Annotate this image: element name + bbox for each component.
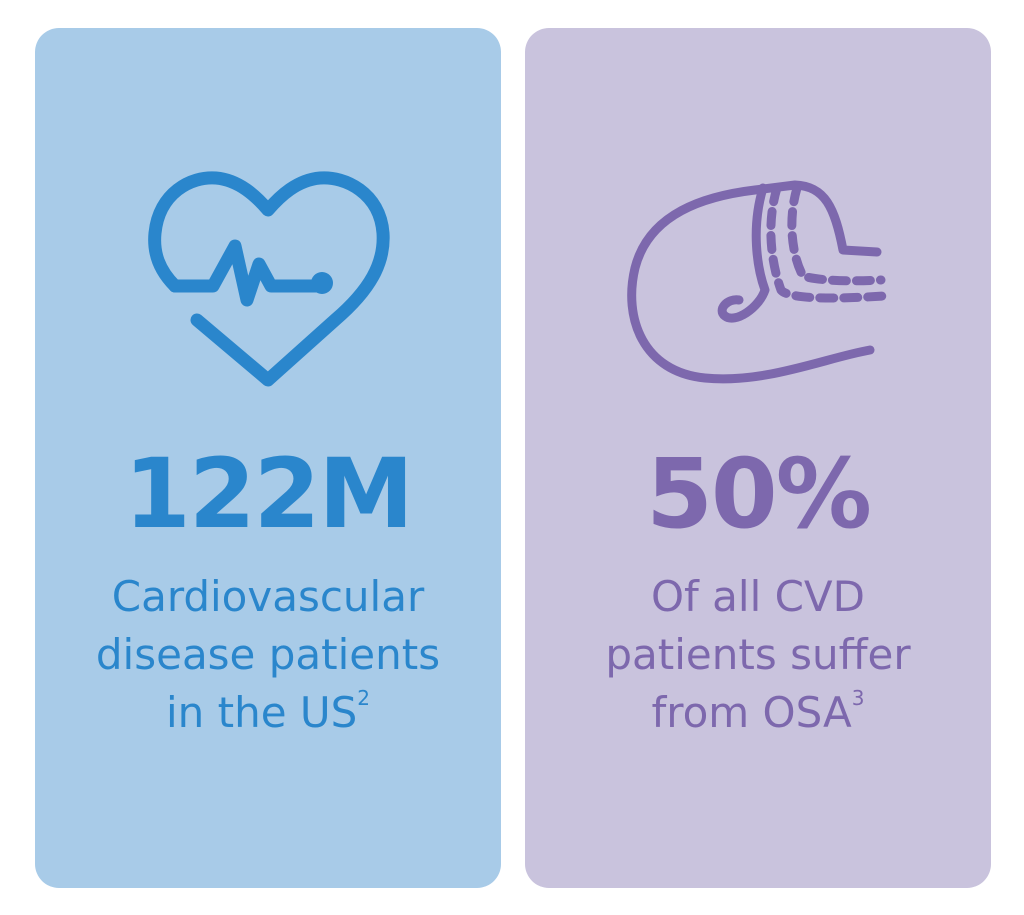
stat-card: 122M Cardiovascular disease patients in … [35, 28, 501, 888]
airway-outer [717, 183, 770, 323]
pulse-line [168, 239, 326, 307]
airway-dashed [766, 183, 888, 303]
footnote-ref: 2 [357, 686, 371, 710]
footnote-ref: 3 [851, 686, 865, 710]
description-line: patients suffer [605, 630, 911, 679]
pulse-dot [311, 272, 333, 294]
description: Cardiovascular disease patients in the U… [35, 568, 501, 742]
heart-outline [148, 171, 390, 387]
description-text: from OSA [651, 688, 852, 737]
stat-value: 50% [646, 438, 872, 550]
description-line: from OSA3 [525, 684, 991, 742]
head-outline [627, 180, 882, 384]
stat-card: 50% Of all CVD patients suffer from OSA3 [525, 28, 991, 888]
description-line: Cardiovascular [111, 572, 425, 621]
head-icon [627, 180, 888, 384]
description-text: in the US [165, 688, 358, 737]
airway-dashed [787, 183, 886, 286]
description-line: in the US2 [35, 684, 501, 742]
description: Of all CVD patients suffer from OSA3 [525, 568, 991, 742]
description-line: Of all CVD [650, 572, 866, 621]
description-line: disease patients [95, 630, 441, 679]
stat-value: 122M [124, 438, 414, 550]
heart-icon [148, 171, 390, 387]
